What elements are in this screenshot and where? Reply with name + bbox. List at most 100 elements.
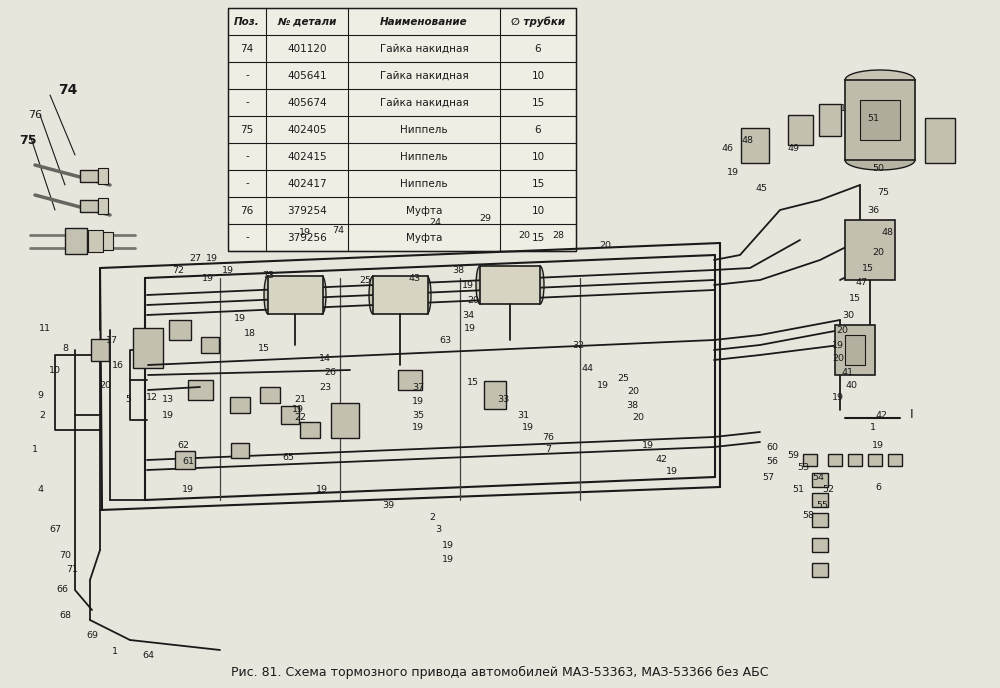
Bar [201, 337, 219, 353]
Text: 25: 25 [617, 374, 629, 383]
Text: 27: 27 [189, 253, 201, 263]
Text: -: - [245, 151, 249, 162]
Bar [80, 200, 98, 212]
Bar [848, 454, 862, 466]
Text: 1: 1 [112, 647, 118, 656]
Text: 16: 16 [112, 361, 124, 369]
Bar [845, 80, 915, 160]
Text: № детали: № детали [277, 17, 337, 27]
Bar [812, 513, 828, 527]
Text: 402415: 402415 [287, 151, 327, 162]
Text: 20: 20 [99, 380, 111, 389]
Text: -: - [245, 70, 249, 80]
Text: ∅ трубки: ∅ трубки [511, 17, 565, 27]
Text: 19: 19 [162, 411, 174, 420]
Text: -: - [245, 233, 249, 242]
Text: 55: 55 [816, 500, 828, 510]
Text: 19: 19 [727, 167, 739, 177]
Text: 76: 76 [542, 433, 554, 442]
Text: 20: 20 [467, 296, 479, 305]
Text: 379256: 379256 [287, 233, 327, 242]
Text: 2: 2 [39, 411, 45, 420]
Text: 62: 62 [177, 440, 189, 449]
Bar [888, 454, 902, 466]
Text: 19: 19 [234, 314, 246, 323]
Text: -: - [245, 98, 249, 107]
Text: 6: 6 [875, 484, 881, 493]
Text: 12: 12 [146, 394, 158, 402]
Text: 26: 26 [324, 367, 336, 376]
Text: 58: 58 [802, 510, 814, 519]
Text: 19: 19 [597, 380, 609, 389]
Text: 44: 44 [582, 363, 594, 372]
Text: Ниппель: Ниппель [400, 151, 448, 162]
Text: 42: 42 [876, 411, 888, 420]
Text: 28: 28 [552, 230, 564, 239]
Text: 21: 21 [294, 396, 306, 405]
Bar [331, 403, 359, 438]
Text: Муфта: Муфта [406, 233, 442, 242]
Text: 48: 48 [882, 228, 894, 237]
Text: 75: 75 [240, 125, 254, 134]
Text: 20: 20 [836, 325, 848, 334]
Bar [819, 104, 841, 136]
Text: 10: 10 [49, 365, 61, 374]
Text: 24: 24 [429, 217, 441, 226]
Text: 3: 3 [435, 526, 441, 535]
Text: -: - [245, 178, 249, 189]
Bar [812, 473, 828, 487]
Text: 10: 10 [531, 206, 545, 215]
Text: 19: 19 [442, 541, 454, 550]
Text: 66: 66 [56, 585, 68, 594]
Bar [480, 266, 540, 304]
Bar [300, 422, 320, 438]
Text: 76: 76 [240, 206, 254, 215]
Text: 19: 19 [202, 274, 214, 283]
Text: 59: 59 [787, 451, 799, 460]
Text: 17: 17 [106, 336, 118, 345]
Text: Муфта: Муфта [406, 206, 442, 215]
Bar [188, 380, 213, 400]
Text: 379254: 379254 [287, 206, 327, 215]
Text: 4: 4 [37, 486, 43, 495]
Text: 15: 15 [531, 178, 545, 189]
Text: 74: 74 [58, 83, 78, 97]
Text: 1: 1 [32, 446, 38, 455]
Text: 15: 15 [849, 294, 861, 303]
Text: 1: 1 [870, 424, 876, 433]
Text: 19: 19 [872, 440, 884, 449]
Bar [828, 454, 842, 466]
Bar [845, 220, 895, 280]
Text: 33: 33 [497, 396, 509, 405]
Text: 15: 15 [258, 343, 270, 352]
Bar [91, 339, 109, 361]
Text: 46: 46 [722, 144, 734, 153]
Text: Гайка накидная: Гайка накидная [380, 70, 468, 80]
Text: 19: 19 [299, 228, 311, 237]
Text: 19: 19 [832, 394, 844, 402]
Ellipse shape [536, 266, 544, 304]
Text: 75: 75 [877, 188, 889, 197]
Text: 49: 49 [787, 144, 799, 153]
Text: 13: 13 [162, 396, 174, 405]
Text: 45: 45 [756, 184, 768, 193]
Text: 51: 51 [792, 486, 804, 495]
Ellipse shape [845, 150, 915, 170]
Text: 19: 19 [522, 424, 534, 433]
Text: 40: 40 [846, 380, 858, 389]
Text: 19: 19 [642, 440, 654, 449]
Bar [268, 276, 323, 314]
Text: 6: 6 [535, 125, 541, 134]
Bar [281, 406, 299, 424]
Text: 15: 15 [531, 233, 545, 242]
Text: 19: 19 [412, 424, 424, 433]
Text: 1: 1 [840, 103, 846, 113]
Text: 42: 42 [656, 455, 668, 464]
Bar [803, 454, 817, 466]
Bar [133, 328, 163, 368]
Text: 51: 51 [867, 114, 879, 122]
Text: 19: 19 [442, 555, 454, 564]
Bar [925, 118, 955, 163]
Text: 71: 71 [66, 566, 78, 574]
Bar [228, 8, 576, 251]
